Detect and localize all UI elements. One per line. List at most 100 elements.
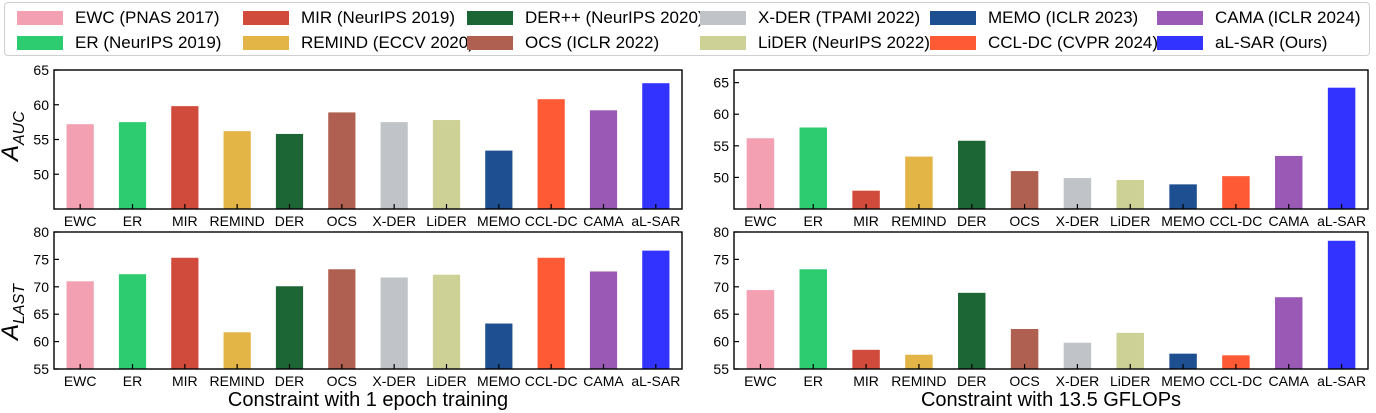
bar-memo — [485, 150, 513, 209]
x-tick-label: OCS — [327, 213, 357, 229]
bar-ocs — [1010, 171, 1039, 209]
x-tick-label: aL-SAR — [631, 213, 680, 229]
legend-swatch — [17, 36, 63, 50]
x-tick-label: MEMO — [1161, 373, 1205, 389]
x-tick-label: aL-SAR — [1317, 373, 1366, 389]
y-tick-label: 75 — [713, 251, 729, 267]
legend-label: REMIND (ECCV 2020) — [301, 33, 474, 52]
x-tick-label: MIR — [172, 373, 198, 389]
x-tick-label: aL-SAR — [631, 373, 680, 389]
x-tick-label: LiDER — [426, 213, 466, 229]
x-tick-label: ER — [123, 213, 142, 229]
plot-frame — [53, 231, 683, 370]
legend-swatch — [467, 11, 513, 25]
y-tick-label: 65 — [33, 62, 49, 78]
bar-der — [958, 292, 986, 369]
x-tick-label: X-DER — [1056, 373, 1100, 389]
bar-ccl-dc — [537, 257, 565, 369]
y-tick-label: 55 — [33, 361, 49, 377]
legend-item-derpp: DER++ (NeurIPS 2020) — [467, 7, 704, 29]
y-tick-label: 80 — [33, 224, 49, 240]
x-tick-label: CCL-DC — [525, 373, 578, 389]
legend-swatch — [930, 36, 976, 50]
legend-label: X-DER (TPAMI 2022) — [758, 8, 921, 27]
bar-memo — [1169, 353, 1197, 369]
bar-cama — [589, 271, 618, 369]
legend-swatch — [700, 11, 746, 25]
x-tick-label: DER — [957, 373, 987, 389]
x-tick-label: ER — [123, 373, 142, 389]
x-tick-label: OCS — [1009, 213, 1039, 229]
legend-label: OCS (ICLR 2022) — [525, 33, 660, 52]
bar-er — [118, 122, 147, 210]
legend-item-lider: LiDER (NeurIPS 2022) — [700, 32, 930, 54]
bar-remind — [905, 156, 933, 209]
legend-item-mir: MIR (NeurIPS 2019) — [243, 7, 455, 29]
svg-text:AAUC: AAUC — [0, 111, 28, 163]
bar-al-sar — [642, 250, 670, 369]
bar-cama — [1275, 297, 1303, 369]
legend-item-remind: REMIND (ECCV 2020) — [243, 32, 474, 54]
x-tick-label: MEMO — [477, 213, 521, 229]
bar-cama — [1275, 155, 1303, 209]
x-tick-label: MIR — [853, 213, 879, 229]
bar-lider — [432, 120, 461, 209]
x-tick-label: LiDER — [426, 373, 466, 389]
x-tick-label: EWC — [64, 213, 97, 229]
bar-cama — [589, 110, 618, 209]
x-tick-label: X-DER — [372, 373, 416, 389]
x-axis-title: Constraint with 13.5 GFLOPs — [921, 389, 1181, 411]
x-tick-label: CCL-DC — [1209, 213, 1262, 229]
bar-er — [799, 269, 827, 369]
x-tick-label: X-DER — [1056, 213, 1100, 229]
bar-mir — [852, 349, 880, 369]
bar-al-sar — [1327, 87, 1356, 209]
legend-label: aL-SAR (Ours) — [1215, 33, 1328, 52]
bar-ewc — [746, 138, 775, 209]
legend-item-memo: MEMO (ICLR 2023) — [930, 7, 1138, 29]
x-tick-label: X-DER — [372, 213, 416, 229]
x-tick-label: EWC — [64, 373, 97, 389]
x-tick-label: REMIND — [210, 213, 265, 229]
x-tick-label: CCL-DC — [525, 213, 578, 229]
legend-swatch — [17, 11, 63, 25]
legend-swatch — [1157, 11, 1203, 25]
row-label-top: AAUC — [0, 111, 28, 163]
y-tick-label: 70 — [33, 279, 49, 295]
y-tick-label: 60 — [33, 97, 49, 113]
legend-label: MEMO (ICLR 2023) — [988, 8, 1139, 27]
row-label-bottom: ALAST — [0, 283, 28, 342]
bar-remind — [223, 332, 251, 369]
y-tick-label: 70 — [713, 279, 729, 295]
y-tick-label: 55 — [713, 138, 729, 154]
chart-panel-top-left: EWC ER MIR REMIND DER OCS X-DER LiDER MEMO CCL-DC… — [33, 62, 683, 229]
legend-swatch — [930, 11, 976, 25]
chart-panel-bottom-left: EWC ER MIR REMIND DER OCS X-DER LiDER MEMO CCL-DC… — [33, 224, 683, 411]
bar-der — [275, 133, 304, 209]
bar-ocs — [328, 112, 356, 209]
bar-al-sar — [642, 83, 670, 209]
bar-memo — [485, 323, 513, 369]
bar-x-der — [380, 122, 408, 210]
legend-item-er: ER (NeurIPS 2019) — [17, 32, 221, 54]
bar-mir — [171, 257, 199, 369]
x-tick-label: LiDER — [1110, 373, 1150, 389]
legend-item-ccldc: CCL-DC (CVPR 2024) — [930, 32, 1158, 54]
bar-lider — [432, 274, 461, 369]
y-tick-label: 75 — [33, 251, 49, 267]
bar-mir — [852, 190, 880, 209]
x-tick-label: CCL-DC — [1209, 373, 1262, 389]
y-tick-label: 80 — [713, 224, 729, 240]
legend-label: CCL-DC (CVPR 2024) — [988, 33, 1159, 52]
svg-text:ALAST: ALAST — [0, 283, 28, 342]
bar-ocs — [1010, 329, 1039, 369]
legend-item-ocs: OCS (ICLR 2022) — [467, 32, 659, 54]
bar-mir — [171, 106, 199, 209]
x-tick-label: ER — [804, 213, 823, 229]
bar-er — [118, 274, 147, 369]
x-tick-label: REMIND — [891, 213, 946, 229]
x-tick-label: CAMA — [1269, 373, 1310, 389]
bar-ccl-dc — [1222, 176, 1250, 209]
x-axis-title: Constraint with 1 epoch training — [228, 389, 508, 411]
